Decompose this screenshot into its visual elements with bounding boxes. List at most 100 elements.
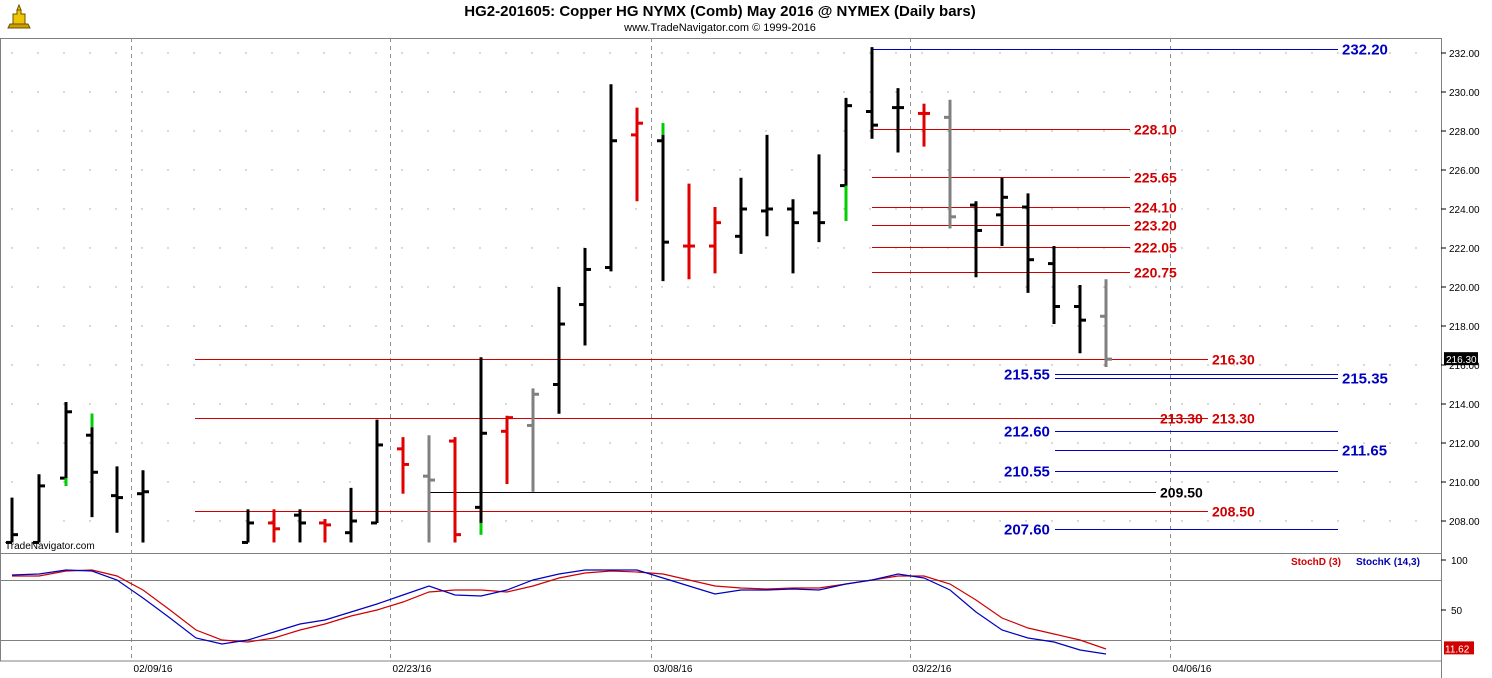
grid-dot (37, 208, 39, 210)
grid-dot (713, 442, 715, 444)
grid-dot (1363, 481, 1365, 483)
grid-dot (765, 403, 767, 405)
grid-dot (1181, 442, 1183, 444)
grid-dot (843, 442, 845, 444)
grid-dot (1181, 130, 1183, 132)
grid-dot (713, 520, 715, 522)
grid-dot (661, 325, 663, 327)
grid-dot (687, 52, 689, 54)
grid-dot (37, 130, 39, 132)
grid-dot (349, 403, 351, 405)
grid-dot (609, 481, 611, 483)
grid-dot (1207, 208, 1209, 210)
grid-dot (817, 91, 819, 93)
grid-dot (167, 130, 169, 132)
grid-dot (297, 403, 299, 405)
grid-dot (1259, 442, 1261, 444)
grid-dot (401, 130, 403, 132)
grid-dot (1181, 403, 1183, 405)
grid-dot (1285, 325, 1287, 327)
grid-dot (219, 208, 221, 210)
grid-dot (1389, 364, 1391, 366)
level-label: 213.30 (1160, 411, 1203, 427)
grid-dot (1155, 208, 1157, 210)
date-tick-label: 02/23/16 (393, 664, 432, 675)
grid-dot (1389, 208, 1391, 210)
grid-dot (947, 91, 949, 93)
grid-dot (115, 169, 117, 171)
price-tick-label: 212.00 (1449, 439, 1480, 450)
grid-dot (791, 325, 793, 327)
grid-dot (349, 286, 351, 288)
grid-dot (1311, 364, 1313, 366)
grid-dot (323, 130, 325, 132)
grid-dot (1025, 364, 1027, 366)
grid-dot (167, 481, 169, 483)
grid-dot (531, 520, 533, 522)
grid-dot (1103, 364, 1105, 366)
grid-dot (1389, 169, 1391, 171)
grid-dot (557, 91, 559, 93)
grid-dot (1389, 442, 1391, 444)
grid-dot (1103, 286, 1105, 288)
grid-dot (791, 130, 793, 132)
grid-dot (1233, 286, 1235, 288)
grid-dot (193, 325, 195, 327)
grid-dot (1337, 481, 1339, 483)
grid-dot (1337, 364, 1339, 366)
grid-dot (1025, 208, 1027, 210)
grid-dot (427, 403, 429, 405)
grid-dot (817, 520, 819, 522)
grid-dot (1363, 169, 1365, 171)
grid-dot (349, 130, 351, 132)
grid-dot (505, 325, 507, 327)
grid-dot (843, 91, 845, 93)
grid-dot (739, 364, 741, 366)
grid-dot (1025, 520, 1027, 522)
grid-dot (869, 91, 871, 93)
grid-dot (739, 52, 741, 54)
stoch-panel-frame (0, 553, 1442, 662)
grid-dot (505, 130, 507, 132)
grid-dot (375, 208, 377, 210)
grid-dot (245, 91, 247, 93)
grid-dot (141, 364, 143, 366)
grid-dot (219, 169, 221, 171)
grid-dot (1155, 442, 1157, 444)
grid-dot (557, 52, 559, 54)
grid-dot (505, 364, 507, 366)
grid-dot (687, 403, 689, 405)
grid-dot (219, 52, 221, 54)
grid-dot (817, 52, 819, 54)
grid-dot (323, 325, 325, 327)
grid-dot (973, 364, 975, 366)
grid-dot (921, 52, 923, 54)
grid-dot (1285, 286, 1287, 288)
grid-dot (1285, 442, 1287, 444)
grid-dot (713, 481, 715, 483)
grid-dot (427, 247, 429, 249)
grid-dot (427, 364, 429, 366)
grid-dot (1389, 52, 1391, 54)
grid-dot (713, 325, 715, 327)
grid-dot (505, 247, 507, 249)
grid-dot (63, 130, 65, 132)
grid-dot (999, 130, 1001, 132)
grid-dot (89, 442, 91, 444)
grid-dot (609, 286, 611, 288)
grid-dot (947, 208, 949, 210)
stoch-last-label: 11.62 (1445, 644, 1470, 655)
grid-dot (1155, 286, 1157, 288)
grid-dot (1233, 169, 1235, 171)
grid-dot (531, 130, 533, 132)
grid-dot (1155, 169, 1157, 171)
grid-dot (531, 286, 533, 288)
grid-dot (167, 169, 169, 171)
grid-dot (713, 403, 715, 405)
price-tick-label: 218.00 (1449, 322, 1480, 333)
grid-dot (193, 520, 195, 522)
grid-dot (1181, 520, 1183, 522)
grid-dot (427, 325, 429, 327)
grid-dot (791, 481, 793, 483)
grid-dot (427, 286, 429, 288)
